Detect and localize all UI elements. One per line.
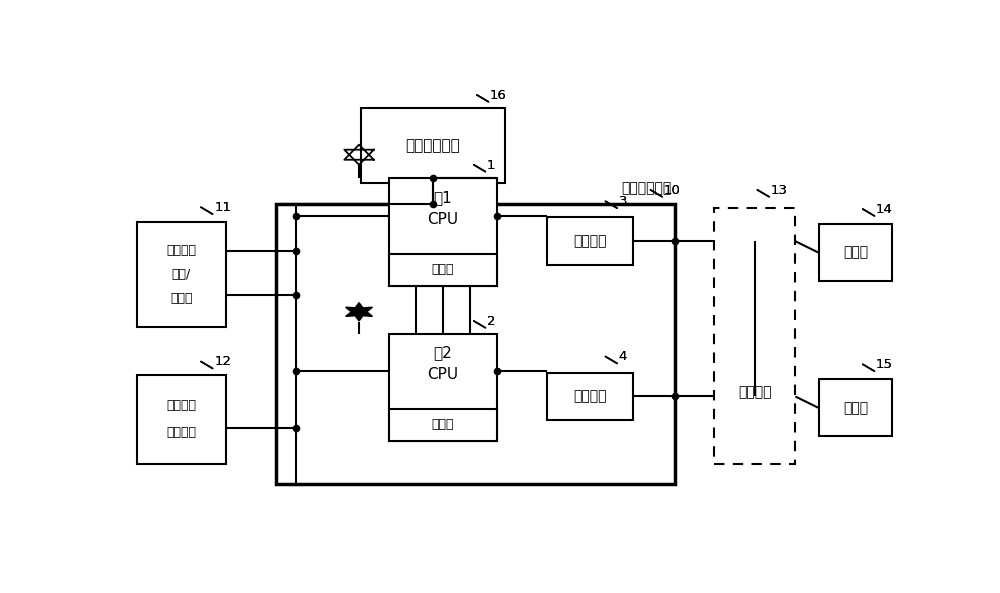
Text: 安全关联: 安全关联 — [166, 244, 196, 257]
Text: 13: 13 — [771, 184, 788, 197]
Text: 2: 2 — [487, 315, 495, 328]
Text: 安全电路: 安全电路 — [738, 385, 771, 399]
Bar — [276, 203, 675, 484]
Text: 11: 11 — [214, 201, 231, 214]
Text: 14: 14 — [876, 203, 893, 216]
Text: 16: 16 — [490, 89, 507, 102]
Bar — [547, 217, 633, 265]
Text: 输出接口: 输出接口 — [573, 234, 607, 248]
Text: 第1: 第1 — [433, 190, 452, 205]
Text: 安全控制装置: 安全控制装置 — [621, 181, 671, 195]
Text: CPU: CPU — [427, 212, 458, 227]
Bar — [361, 108, 505, 183]
Text: 3: 3 — [619, 195, 627, 208]
Text: 4: 4 — [619, 350, 627, 364]
Bar — [388, 254, 497, 286]
Bar — [388, 409, 497, 441]
Text: 计时器: 计时器 — [432, 419, 454, 432]
Bar — [714, 208, 795, 464]
Bar — [137, 375, 226, 464]
Text: 制动器: 制动器 — [843, 401, 868, 415]
Text: 开关/: 开关/ — [172, 268, 191, 281]
Text: 16: 16 — [490, 89, 507, 102]
Text: 10: 10 — [664, 184, 680, 197]
Bar — [388, 178, 497, 286]
Text: 第2: 第2 — [433, 346, 452, 361]
Text: 1: 1 — [487, 158, 495, 171]
Text: CPU: CPU — [427, 367, 458, 382]
Text: 14: 14 — [876, 203, 893, 216]
Text: 10: 10 — [664, 184, 680, 197]
Text: 传感器: 传感器 — [170, 292, 192, 305]
Text: 3: 3 — [619, 195, 627, 208]
Text: 输出接口: 输出接口 — [573, 390, 607, 403]
Text: 12: 12 — [214, 355, 231, 368]
Bar — [547, 372, 633, 420]
Bar — [388, 334, 497, 441]
Bar — [819, 380, 892, 436]
Text: 控制装置: 控制装置 — [166, 426, 196, 439]
Text: 曳引机: 曳引机 — [843, 246, 868, 260]
Text: 15: 15 — [876, 358, 893, 371]
Text: 13: 13 — [771, 184, 788, 197]
Text: 运行控制装置: 运行控制装置 — [406, 138, 460, 153]
Text: 2: 2 — [487, 315, 495, 328]
Text: 12: 12 — [214, 355, 231, 368]
Text: 计时器: 计时器 — [432, 263, 454, 276]
Bar — [137, 222, 226, 327]
Text: 15: 15 — [876, 358, 893, 371]
Polygon shape — [346, 302, 372, 321]
Text: 1: 1 — [487, 158, 495, 171]
Text: 11: 11 — [214, 201, 231, 214]
Text: 外部安全: 外部安全 — [166, 400, 196, 413]
Text: 4: 4 — [619, 350, 627, 364]
Bar — [819, 224, 892, 281]
